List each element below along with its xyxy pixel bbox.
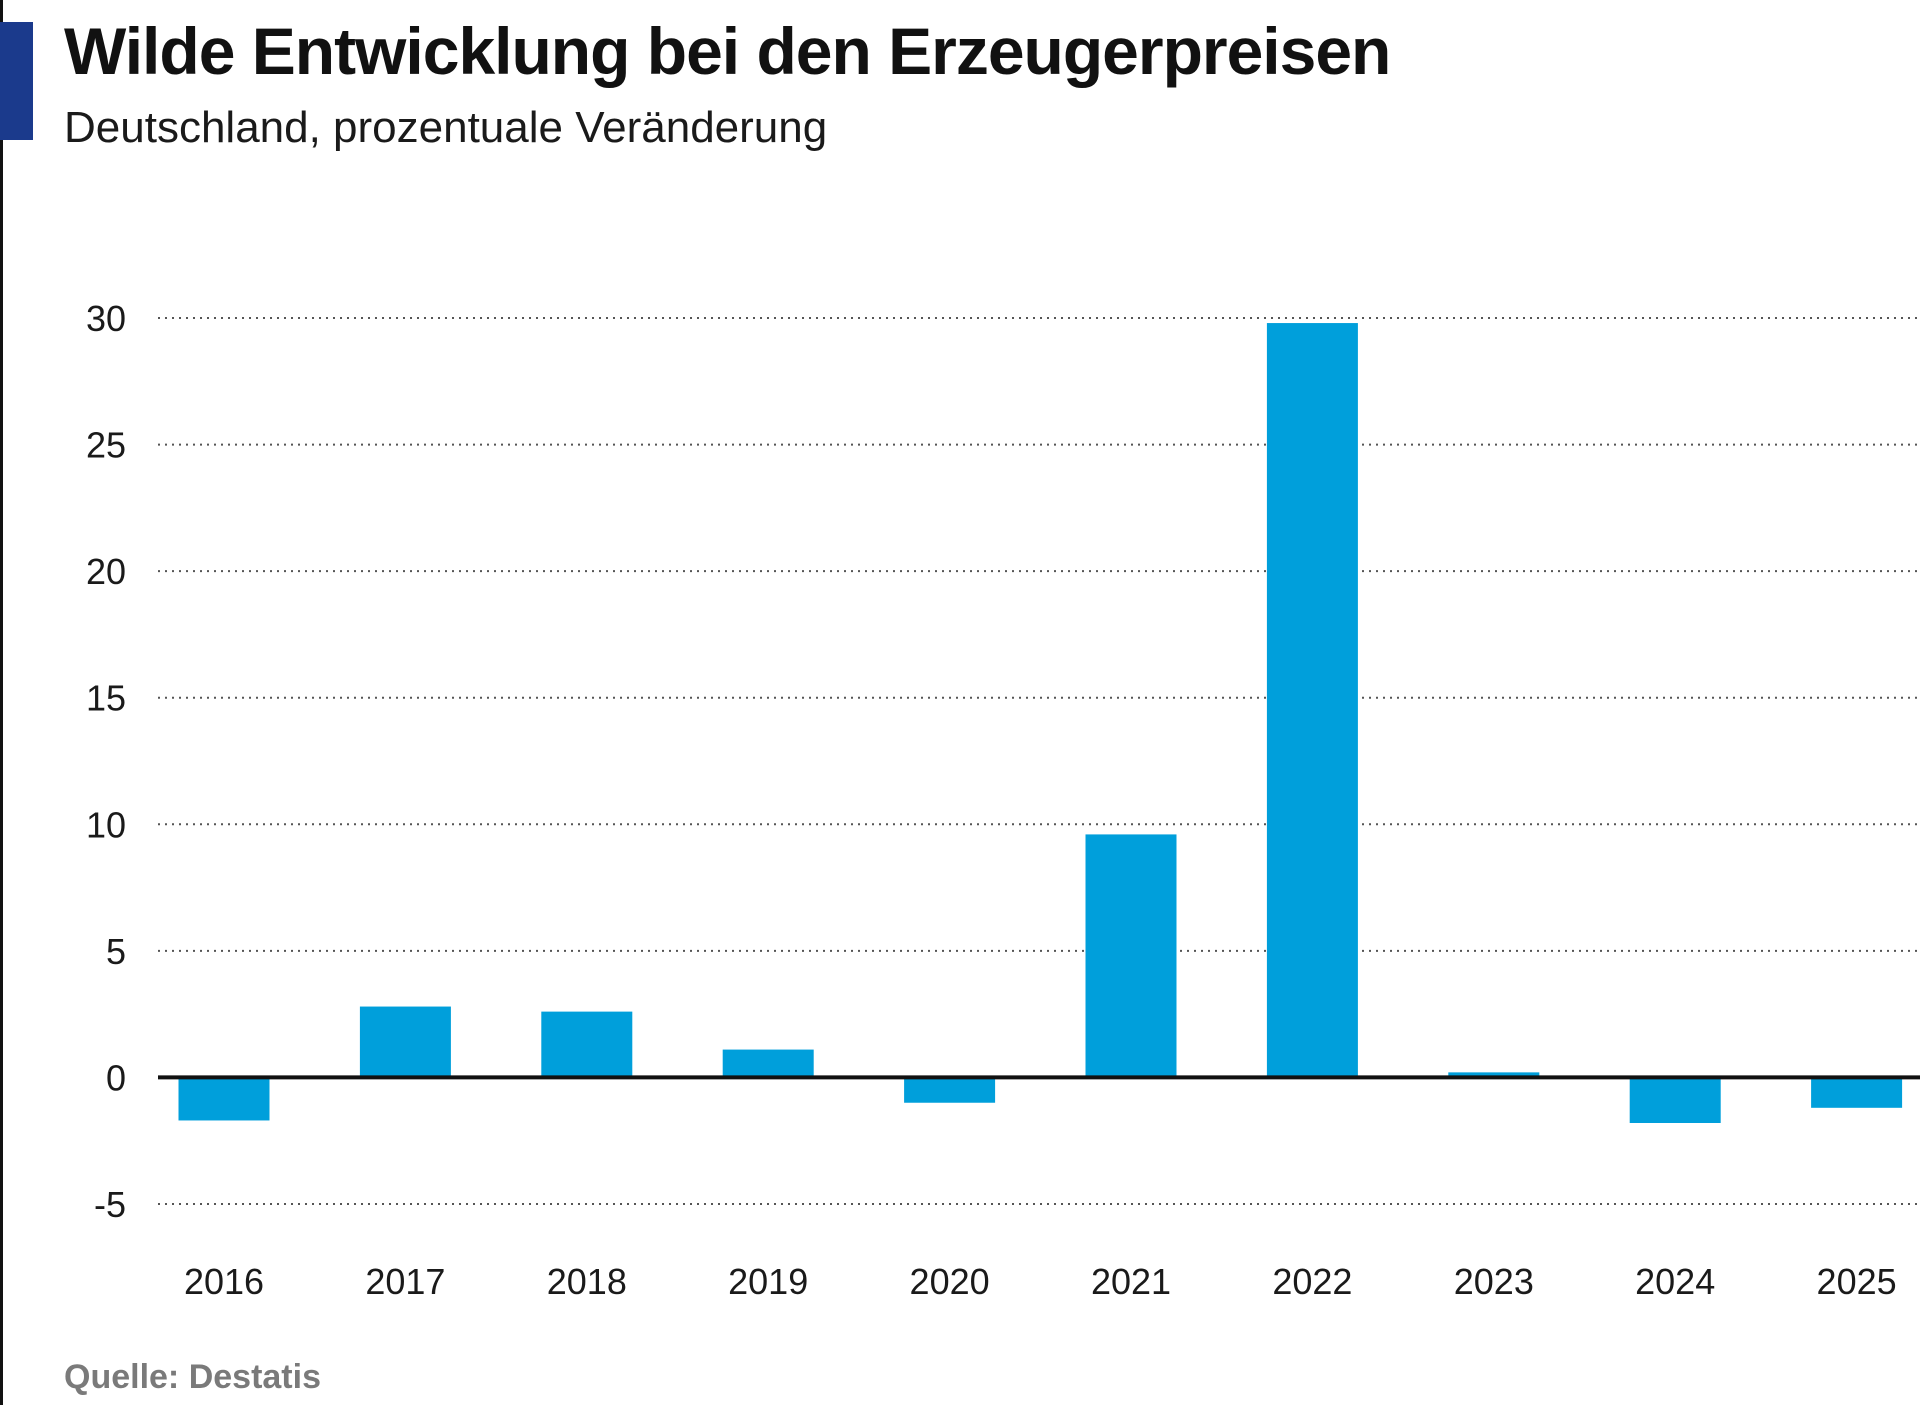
y-tick-label: 5 [106,931,126,972]
bar-2019 [722,1049,814,1078]
y-tick-label: 10 [86,804,126,845]
bars [178,323,1903,1123]
bar-2024 [1629,1077,1721,1123]
x-tick-label: 2016 [184,1261,264,1302]
bar-2025 [1811,1077,1903,1108]
x-tick-label: 2018 [547,1261,627,1302]
bar-2022 [1266,323,1358,1078]
x-tick-label: 2023 [1454,1261,1534,1302]
x-tick-label: 2024 [1635,1261,1715,1302]
y-tick-label: 25 [86,425,126,466]
bar-2018 [541,1011,633,1078]
y-tick-label: 0 [106,1057,126,1098]
x-axis-tick-labels: 2016 2017 2018 2019 2020 2021 2022 2023 2024 2025 [184,1261,1897,1302]
bar-2016 [178,1077,270,1121]
x-tick-label: 2020 [910,1261,990,1302]
y-tick-label: 30 [86,298,126,339]
bar-2020 [904,1077,996,1103]
chart-title: Wilde Entwicklung bei den Erzeugerpreise… [64,14,1391,88]
x-tick-label: 2022 [1272,1261,1352,1302]
x-tick-label: 2025 [1817,1261,1897,1302]
y-tick-label: 15 [86,678,126,719]
bar-2021 [1085,834,1177,1078]
source-note: Quelle: Destatis [64,1358,321,1396]
x-tick-label: 2019 [728,1261,808,1302]
title-accent-bar [0,22,33,140]
left-border-rule [0,0,3,1405]
x-tick-label: 2021 [1091,1261,1171,1302]
bar-2023 [1448,1072,1540,1078]
y-axis-tick-labels: 30 25 20 15 10 5 0 -5 [86,298,126,1225]
bar-2017 [359,1006,451,1078]
y-tick-label: -5 [94,1184,126,1225]
x-tick-label: 2017 [365,1261,445,1302]
y-tick-label: 20 [86,551,126,592]
chart-subtitle: Deutschland, prozentuale Veränderung [64,103,828,152]
